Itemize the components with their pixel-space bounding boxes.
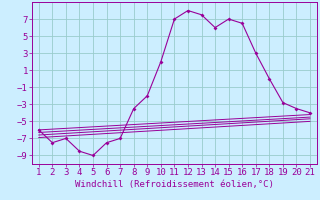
X-axis label: Windchill (Refroidissement éolien,°C): Windchill (Refroidissement éolien,°C) [75, 180, 274, 189]
